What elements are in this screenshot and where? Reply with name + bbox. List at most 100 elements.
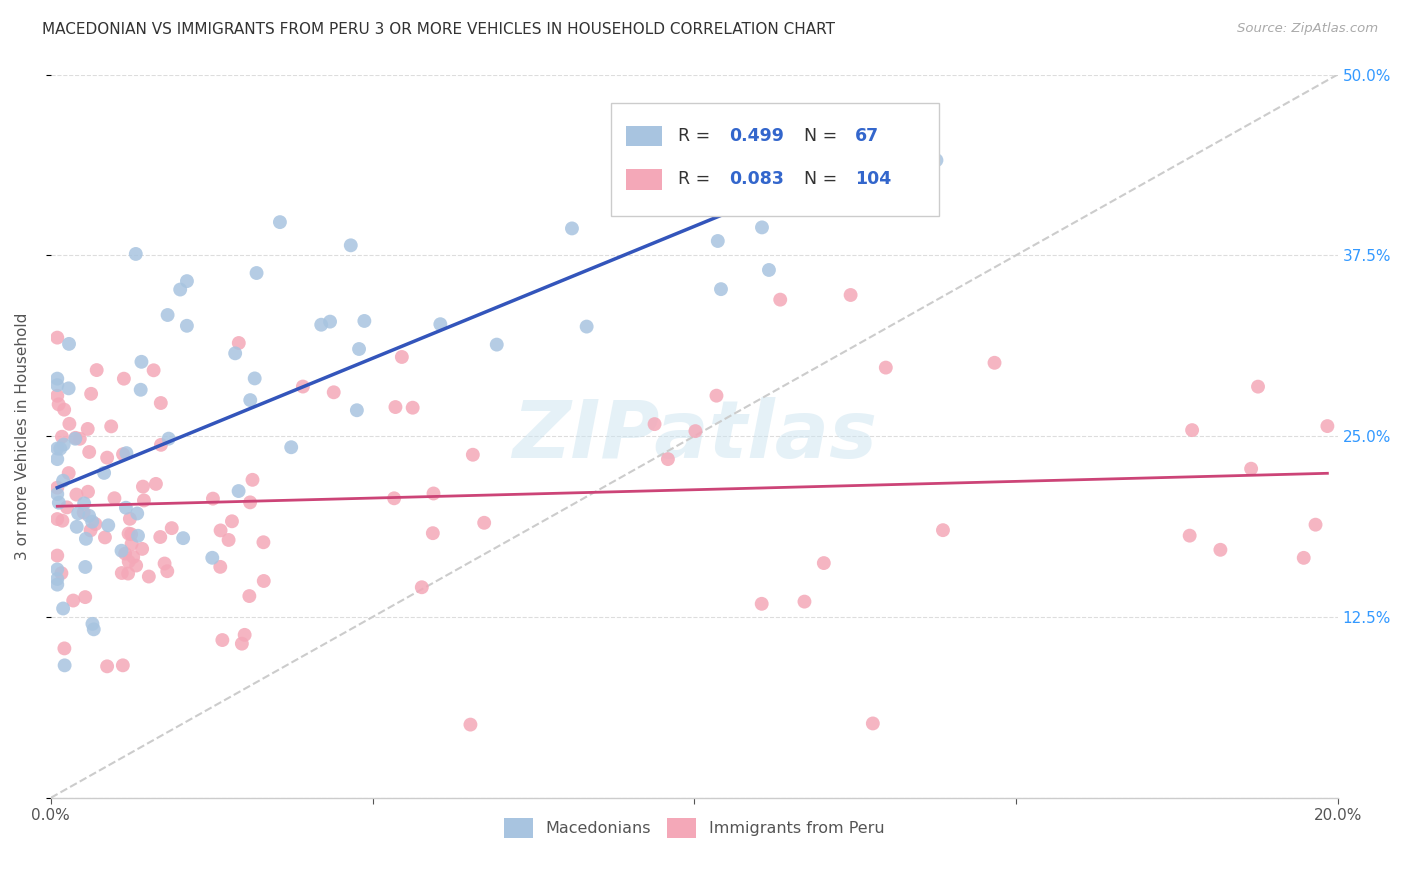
Point — [291, 379, 314, 393]
Point — [46, 452, 69, 467]
Point — [239, 495, 262, 509]
FancyBboxPatch shape — [626, 126, 662, 146]
Point — [52, 474, 75, 488]
Point — [46, 481, 69, 495]
Point — [176, 318, 198, 333]
Point — [58, 466, 80, 480]
Point — [46, 577, 69, 591]
Text: MACEDONIAN VS IMMIGRANTS FROM PERU 3 OR MORE VEHICLES IN HOUSEHOLD CORRELATION C: MACEDONIAN VS IMMIGRANTS FROM PERU 3 OR … — [42, 22, 835, 37]
Point — [52, 601, 75, 615]
Point — [73, 496, 96, 510]
Point — [46, 442, 69, 456]
Legend: Macedonians, Immigrants from Peru: Macedonians, Immigrants from Peru — [498, 812, 891, 844]
Point — [243, 371, 266, 385]
Point — [339, 238, 361, 252]
Point — [51, 430, 73, 444]
Point — [813, 556, 835, 570]
Point — [120, 527, 142, 541]
Point — [46, 572, 69, 586]
Point — [115, 446, 138, 460]
Point — [82, 515, 104, 529]
Point — [65, 431, 87, 445]
Point — [269, 215, 291, 229]
Point — [80, 387, 103, 401]
Text: N =: N = — [804, 127, 837, 145]
Point — [309, 318, 332, 332]
Point — [52, 437, 75, 451]
Point — [1240, 461, 1263, 475]
Point — [201, 491, 224, 506]
Text: 0.083: 0.083 — [728, 170, 785, 188]
Point — [149, 396, 172, 410]
Point — [845, 132, 868, 146]
Point — [100, 419, 122, 434]
Point — [153, 557, 176, 571]
Point — [238, 589, 260, 603]
Point — [1305, 517, 1327, 532]
Point — [149, 530, 172, 544]
Point — [149, 438, 172, 452]
Point — [209, 524, 232, 538]
Point — [83, 623, 105, 637]
Point — [575, 319, 598, 334]
Point — [710, 282, 733, 296]
Point — [169, 283, 191, 297]
Point — [131, 541, 153, 556]
Text: R =: R = — [678, 127, 716, 145]
Point — [131, 355, 153, 369]
Point — [46, 487, 69, 501]
Point — [76, 422, 98, 436]
Point — [644, 417, 666, 431]
Point — [79, 524, 101, 538]
Point — [77, 445, 100, 459]
Point — [156, 308, 179, 322]
Point — [218, 533, 240, 547]
Point — [132, 480, 155, 494]
Point — [125, 558, 148, 573]
Point — [758, 263, 780, 277]
Point — [862, 716, 884, 731]
Point — [322, 385, 344, 400]
Point — [58, 417, 80, 431]
Point — [65, 487, 87, 501]
Point — [96, 450, 118, 465]
Point — [172, 531, 194, 545]
Point — [46, 378, 69, 392]
Point — [1181, 423, 1204, 437]
Point — [111, 447, 134, 461]
Point — [221, 514, 243, 528]
Point — [111, 658, 134, 673]
Point — [1178, 528, 1201, 542]
Point — [422, 526, 444, 541]
Point — [122, 549, 145, 564]
Point — [793, 594, 815, 608]
Point — [231, 637, 253, 651]
Point — [201, 550, 224, 565]
Point — [103, 491, 125, 506]
Point — [706, 389, 728, 403]
Point — [75, 590, 97, 604]
Point — [472, 516, 495, 530]
Point — [422, 486, 444, 500]
Point — [160, 521, 183, 535]
Point — [239, 393, 262, 408]
Point — [53, 641, 76, 656]
Point — [253, 574, 276, 588]
Point — [51, 566, 73, 581]
Point — [461, 448, 484, 462]
Text: R =: R = — [678, 170, 716, 188]
Point — [252, 535, 274, 549]
Point — [62, 593, 84, 607]
Point — [1292, 550, 1315, 565]
Point — [145, 476, 167, 491]
Point — [319, 315, 342, 329]
Point — [176, 274, 198, 288]
Point — [73, 505, 96, 519]
Point — [769, 293, 792, 307]
Point — [48, 397, 70, 411]
Point — [58, 337, 80, 351]
Point — [228, 484, 250, 499]
Point — [118, 512, 141, 526]
Point — [121, 537, 143, 551]
Point — [685, 424, 707, 438]
